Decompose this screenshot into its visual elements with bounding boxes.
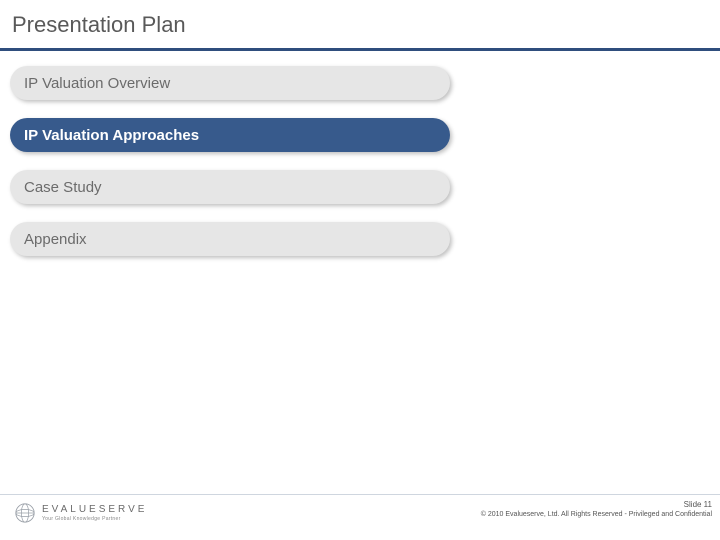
footer: EVALUESERVE Your Global Knowledge Partne… (0, 494, 720, 540)
agenda-item-case-study[interactable]: Case Study (10, 170, 450, 204)
logo-word: EVALUESERVE (42, 505, 147, 515)
logo-tagline: Your Global Knowledge Partner (42, 517, 147, 522)
footer-right: Slide 11 © 2010 Evalueserve, Ltd. All Ri… (481, 500, 712, 518)
slide-number: Slide 11 (481, 500, 712, 509)
agenda-item-label: IP Valuation Overview (24, 75, 170, 92)
page-title: Presentation Plan (12, 12, 708, 38)
agenda-item-approaches[interactable]: IP Valuation Approaches (10, 118, 450, 152)
slide: Presentation Plan IP Valuation Overview … (0, 0, 720, 540)
logo-text: EVALUESERVE Your Global Knowledge Partne… (42, 505, 147, 522)
agenda-list: IP Valuation Overview IP Valuation Appro… (10, 66, 450, 274)
title-bar: Presentation Plan (0, 0, 720, 44)
agenda-item-overview[interactable]: IP Valuation Overview (10, 66, 450, 100)
agenda-item-label: IP Valuation Approaches (24, 127, 199, 144)
footer-rule (0, 494, 720, 495)
agenda-item-label: Appendix (24, 231, 87, 248)
title-rule (0, 48, 720, 51)
copyright-text: © 2010 Evalueserve, Ltd. All Rights Rese… (481, 511, 712, 518)
brand-logo: EVALUESERVE Your Global Knowledge Partne… (14, 502, 147, 524)
globe-icon (14, 502, 36, 524)
agenda-item-label: Case Study (24, 179, 102, 196)
agenda-item-appendix[interactable]: Appendix (10, 222, 450, 256)
